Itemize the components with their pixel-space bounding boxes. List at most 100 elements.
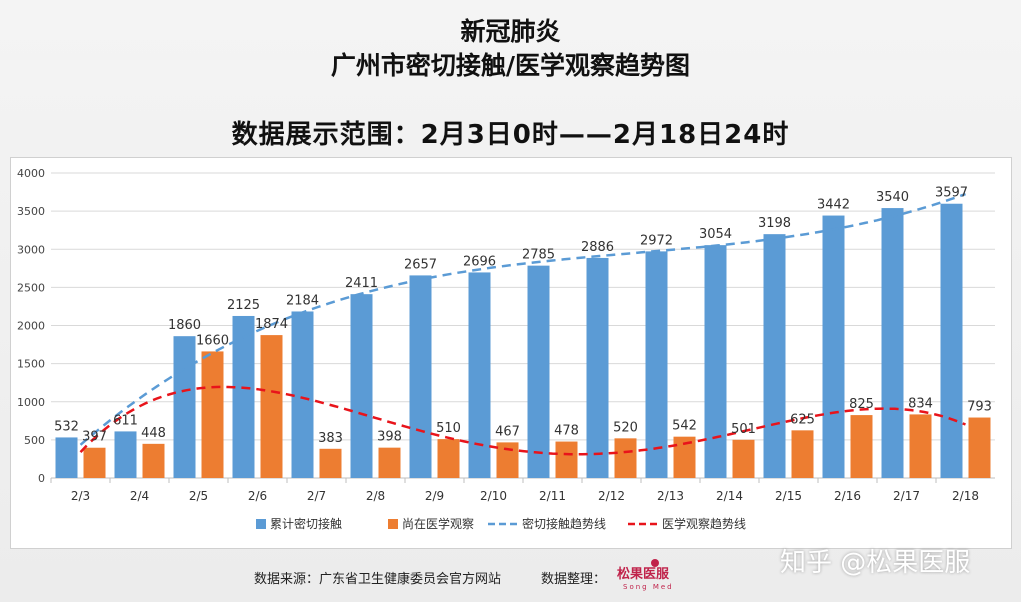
- trendlines: [79, 192, 966, 456]
- data-label-contacts: 2657: [404, 257, 437, 272]
- bar-contacts: [645, 251, 668, 478]
- data-label-observation: 501: [731, 422, 756, 437]
- data-label-contacts: 2184: [286, 293, 319, 308]
- chart-subtitle: 数据展示范围：2月3日0时——2月18日24时: [231, 120, 790, 150]
- data-label-observation: 625: [790, 412, 815, 427]
- y-tick-label: 3500: [17, 205, 45, 218]
- x-tick-label: 2/7: [307, 489, 326, 503]
- data-label-observation: 478: [554, 424, 579, 439]
- bar-observation: [437, 439, 460, 478]
- bar-contacts: [763, 234, 786, 478]
- y-tick-label: 4000: [17, 167, 45, 180]
- y-tick-label: 3000: [17, 243, 45, 256]
- data-label-contacts: 2125: [227, 298, 260, 313]
- chart-area: 0 500 1000 1500 2000 2500 3000 3500 4000 532 397 6…: [10, 157, 1012, 549]
- bar-observation: [850, 415, 873, 478]
- x-tick-label: 2/3: [71, 489, 90, 503]
- data-organizer-label: 数据整理：: [541, 572, 607, 587]
- x-tick-label: 2/5: [189, 489, 208, 503]
- data-label-contacts: 1860: [168, 318, 201, 333]
- bar-observation: [496, 442, 519, 478]
- data-label-observation: 825: [849, 397, 874, 412]
- data-label-observation: 834: [908, 396, 933, 411]
- x-axis-ticks: 2/3 2/4 2/5 2/6 2/7 2/8 2/9 2/10 2/11 2/12 2/13 2/1…: [71, 489, 979, 503]
- bar-observation: [555, 441, 578, 478]
- data-label-contacts: 2411: [345, 276, 378, 291]
- x-tick-label: 2/13: [657, 489, 684, 503]
- bar-contacts: [586, 257, 609, 478]
- data-label-contacts: 3442: [817, 198, 850, 213]
- legend: 累计密切接触 尚在医学观察 密切接触趋势线 医学观察趋势线: [256, 516, 746, 531]
- data-label-contacts: 3054: [699, 227, 732, 242]
- data-label-observation: 1874: [255, 317, 288, 332]
- x-tick-label: 2/14: [716, 489, 743, 503]
- data-label-contacts: 3198: [758, 216, 791, 231]
- bars: [55, 203, 991, 479]
- y-tick-label: 500: [24, 434, 45, 447]
- bar-contacts: [114, 431, 137, 478]
- data-label-contacts: 2886: [581, 240, 614, 255]
- watermark: 知乎 @松果医服: [780, 548, 971, 578]
- bar-contacts: [704, 245, 727, 478]
- legend-swatch: [388, 519, 398, 529]
- data-label-contacts: 532: [54, 419, 79, 434]
- data-label-contacts: 2972: [640, 233, 673, 248]
- brand-name: 松果医服: [617, 566, 670, 582]
- legend-label: 尚在医学观察: [402, 516, 474, 531]
- data-label-observation: 397: [82, 430, 107, 445]
- chart-title-line2: 广州市密切接触/医学观察趋势图: [330, 51, 691, 80]
- x-tick-label: 2/18: [952, 489, 979, 503]
- logo-dot-icon: [651, 559, 659, 567]
- bar-contacts: [881, 208, 904, 478]
- x-tick-label: 2/16: [834, 489, 861, 503]
- data-label-observation: 383: [318, 431, 343, 446]
- bar-observation: [83, 447, 106, 478]
- legend-label: 累计密切接触: [270, 516, 342, 531]
- data-label-observation: 520: [613, 420, 638, 435]
- bar-contacts: [55, 437, 78, 478]
- legend-label: 密切接触趋势线: [522, 516, 606, 531]
- bar-observation: [673, 436, 696, 478]
- y-tick-label: 0: [38, 472, 45, 485]
- data-label-observation: 1660: [196, 333, 229, 348]
- y-axis-ticks: 0 500 1000 1500 2000 2500 3000 3500 4000: [17, 167, 45, 485]
- x-tick-label: 2/17: [893, 489, 920, 503]
- trendline-contacts: [79, 192, 966, 446]
- bar-observation: [732, 439, 755, 478]
- data-label-contacts: 2696: [463, 254, 496, 269]
- bar-observation: [614, 438, 637, 478]
- bar-observation: [201, 351, 224, 478]
- x-tick-label: 2/4: [130, 489, 149, 503]
- data-label-contacts: 2785: [522, 248, 555, 263]
- bar-contacts: [173, 336, 196, 478]
- data-label-observation: 510: [436, 421, 461, 436]
- brand-subtitle: Song Med: [623, 583, 674, 591]
- trendline-observation: [79, 385, 966, 456]
- y-tick-label: 2000: [17, 320, 45, 333]
- bar-observation: [909, 414, 932, 478]
- bar-observation: [319, 448, 342, 478]
- data-label-observation: 448: [141, 426, 166, 441]
- data-source: 数据来源：广东省卫生健康委员会官方网站: [254, 572, 502, 587]
- bar-contacts: [291, 311, 314, 478]
- data-label-contacts: 3597: [935, 186, 968, 201]
- bar-contacts: [468, 272, 491, 478]
- data-label-observation: 793: [967, 400, 992, 415]
- legend-swatch: [256, 519, 266, 529]
- bar-contacts: [822, 215, 845, 479]
- x-tick-label: 2/12: [598, 489, 625, 503]
- bar-observation: [142, 443, 165, 478]
- y-tick-label: 1000: [17, 396, 45, 409]
- data-label-observation: 467: [495, 424, 520, 439]
- bar-observation: [968, 417, 991, 478]
- x-tick-label: 2/6: [248, 489, 267, 503]
- legend-label: 医学观察趋势线: [662, 516, 746, 531]
- data-label-observation: 398: [377, 430, 402, 445]
- y-tick-label: 1500: [17, 358, 45, 371]
- x-tick-label: 2/8: [366, 489, 385, 503]
- data-label-contacts: 3540: [876, 190, 909, 205]
- bar-contacts: [409, 275, 432, 478]
- data-label-observation: 542: [672, 419, 697, 434]
- x-tick-label: 2/9: [425, 489, 444, 503]
